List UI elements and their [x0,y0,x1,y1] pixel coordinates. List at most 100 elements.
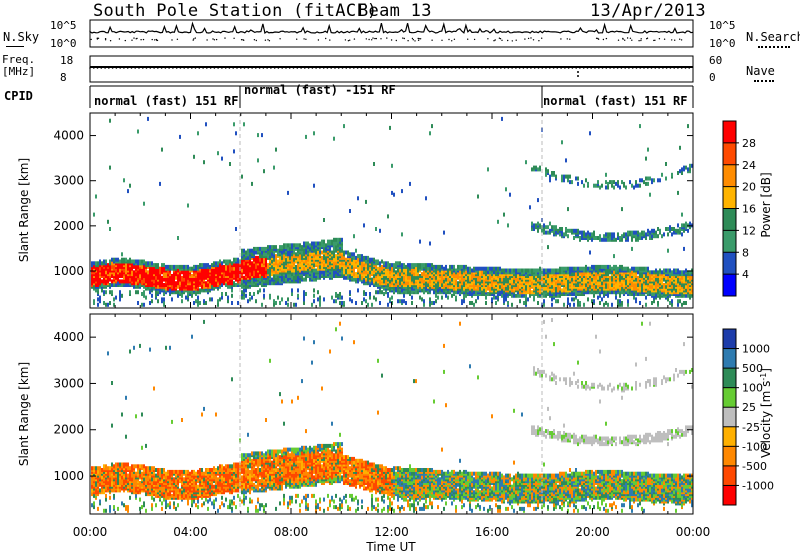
heatmap-cell [419,274,421,278]
heatmap-cell [115,295,117,300]
heatmap-cell [143,302,145,307]
freq-unit: [MHz] [2,65,36,78]
heatmap-cell [319,295,321,300]
heatmap-cell [289,274,291,278]
heatmap-cell [357,254,359,259]
heatmap-cell [515,268,517,273]
heatmap-cell [629,272,631,277]
heatmap-cell [305,266,307,271]
heatmap-cell [547,245,549,250]
nsearch-dot [501,39,503,41]
heatmap-cell [419,295,421,300]
heatmap-cell [111,279,113,284]
heatmap-cell [583,183,585,188]
heatmap-cell [627,230,629,235]
heatmap-cell [111,264,113,269]
heatmap-cell [283,243,285,248]
nave-dot [477,67,480,69]
heatmap-cell [485,270,487,275]
heatmap-cell [607,292,609,296]
nave-dot [281,67,284,69]
heatmap-cell [545,167,547,172]
heatmap-cell [605,264,607,269]
heatmap-cell [313,131,315,136]
heatmap-cell [601,297,603,302]
heatmap-cell [297,243,299,248]
heatmap-cell [613,232,615,237]
nsearch-dot [419,38,422,40]
nave-dot [577,71,579,73]
heatmap-cell [647,266,649,271]
nave-dot [594,67,596,69]
nsearch-dot [371,39,373,41]
heatmap-cell [627,237,629,242]
heatmap-cell [245,293,247,298]
nsearch-dot [560,38,562,40]
heatmap-cell [591,299,593,304]
heatmap-cell [345,270,347,275]
heatmap-cell [251,261,253,266]
nsearch-dot [467,38,469,40]
heatmap-cell [593,236,595,240]
heatmap-cell [249,248,251,253]
heatmap-cell [451,264,453,269]
heatmap-cell [161,266,163,271]
heatmap-cell [603,302,605,307]
heatmap-cell [405,270,407,275]
heatmap-cell [313,277,315,282]
freq-label: Freq. [2,53,36,66]
heatmap-cell [143,290,145,295]
nave-dot [545,67,547,69]
heatmap-cell [449,264,451,269]
nsearch-dot [142,38,145,41]
heatmap-cell [465,270,467,275]
heatmap-cell [497,266,499,271]
heatmap-cell [331,250,333,255]
nave-dot [609,67,611,69]
heatmap-cell [459,284,461,289]
heatmap-cell [647,272,649,277]
heatmap-cell [261,275,263,280]
heatmap-cell [197,281,199,286]
nsearch-tick-bottom: 10^0 [709,37,736,50]
heatmap-cell [361,275,363,280]
heatmap-cell [589,284,591,289]
nsky-trace [89,21,694,42]
heatmap-cell [365,259,367,264]
heatmap-cell [463,264,465,269]
heatmap-cell [151,261,153,266]
heatmap-cell [543,227,545,231]
heatmap-cell [559,227,561,231]
heatmap-cell [557,228,559,233]
heatmap-cell [291,288,293,293]
heatmap-cell [341,301,343,305]
heatmap-cell [575,176,577,181]
heatmap-cell [477,194,479,199]
nave-dot [202,67,204,69]
nave-dot [669,67,672,69]
heatmap-cell [605,185,607,190]
heatmap-cell [385,281,387,286]
heatmap-cell [649,270,651,275]
heatmap-cell [217,299,219,304]
heatmap-cell [297,288,299,293]
nsearch-dot [368,38,370,41]
heatmap-cell [433,290,435,295]
heatmap-cell [353,277,355,282]
heatmap-cell [553,268,555,273]
heatmap-cell [315,268,317,273]
nsearch-dot [414,40,416,42]
heatmap-cell [607,232,609,237]
nave-dot [285,67,287,69]
heatmap-cell [539,223,541,228]
heatmap-cell [147,277,149,282]
heatmap-cell [265,279,267,284]
heatmap-cell [377,259,379,264]
heatmap-cell [279,257,281,262]
heatmap-cell [151,293,153,298]
nave-dot [194,67,197,69]
heatmap-cell [133,270,135,275]
heatmap-cell [165,277,167,282]
heatmap-cell [197,264,199,269]
heatmap-cell [645,156,647,161]
